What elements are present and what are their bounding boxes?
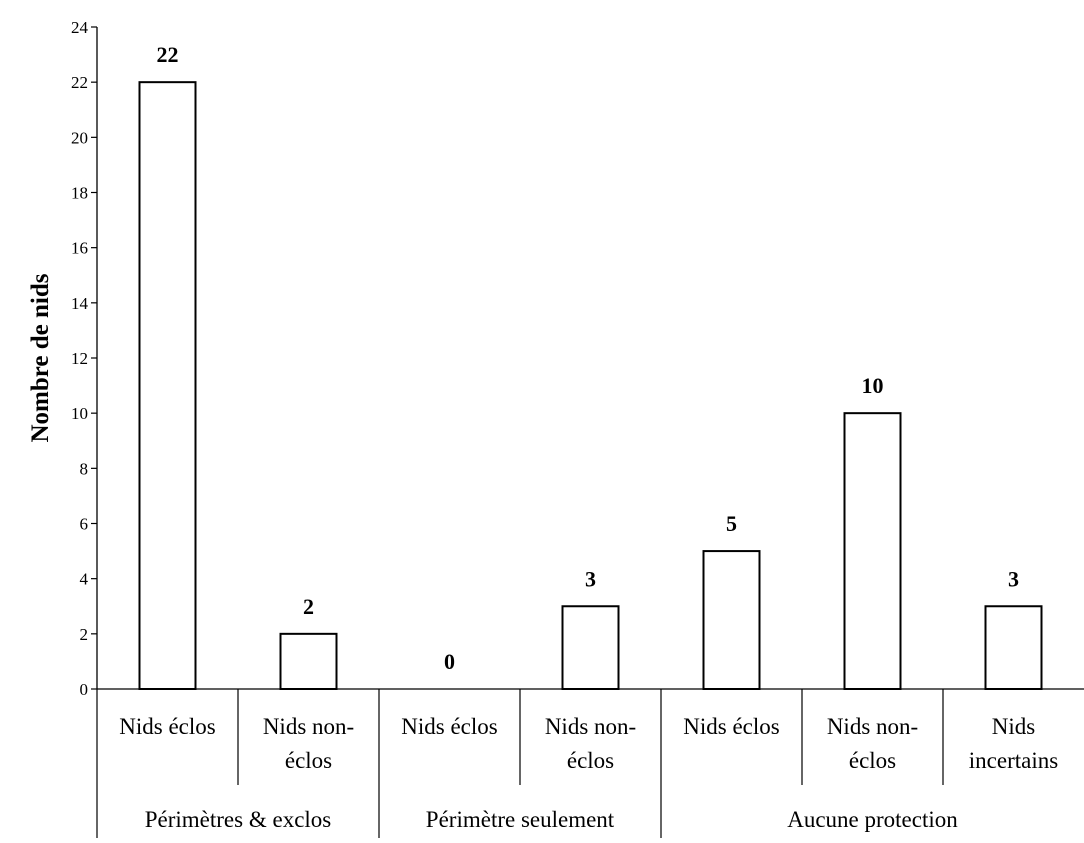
bar-value-label: 3	[1008, 566, 1019, 591]
group-label: Périmètre seulement	[426, 807, 615, 832]
y-tick-label: 6	[80, 515, 89, 534]
y-axis-title: Nombre de nids	[27, 273, 54, 442]
bar	[138, 81, 197, 690]
y-tick-label: 2	[80, 625, 89, 644]
group-label: Périmètres & exclos	[145, 807, 332, 832]
bar	[279, 632, 338, 690]
category-label: éclos	[567, 748, 614, 773]
y-tick-label: 20	[71, 128, 88, 147]
category-label: Nids non-	[827, 714, 918, 739]
y-tick-label: 16	[71, 239, 88, 258]
y-tick-label: 18	[71, 184, 88, 203]
bar	[843, 412, 902, 690]
category-label: Nids	[992, 714, 1036, 739]
y-tick-label: 4	[80, 570, 89, 589]
category-label: Nids non-	[263, 714, 354, 739]
y-tick-label: 22	[71, 73, 88, 92]
bar	[561, 605, 620, 690]
bar-value-label: 2	[303, 594, 314, 619]
category-label: Nids éclos	[401, 714, 498, 739]
category-label: Nids éclos	[683, 714, 780, 739]
y-tick-label: 10	[71, 404, 88, 423]
bar-value-label: 10	[862, 373, 884, 398]
y-tick-label: 0	[80, 680, 89, 699]
y-tick-label: 14	[71, 294, 89, 313]
group-label: Aucune protection	[787, 807, 958, 832]
bar	[702, 550, 761, 690]
y-tick-label: 24	[71, 18, 89, 37]
category-label: éclos	[849, 748, 896, 773]
y-tick-label: 8	[80, 459, 89, 478]
category-label: Nids éclos	[119, 714, 216, 739]
bar-value-label: 5	[726, 511, 737, 536]
category-label: éclos	[285, 748, 332, 773]
bar-value-label: 0	[444, 649, 455, 674]
category-label: incertains	[969, 748, 1058, 773]
bar	[984, 605, 1043, 690]
category-label: Nids non-	[545, 714, 636, 739]
bar-value-label: 3	[585, 566, 596, 591]
y-tick-label: 12	[71, 349, 88, 368]
bar-value-label: 22	[157, 42, 179, 67]
